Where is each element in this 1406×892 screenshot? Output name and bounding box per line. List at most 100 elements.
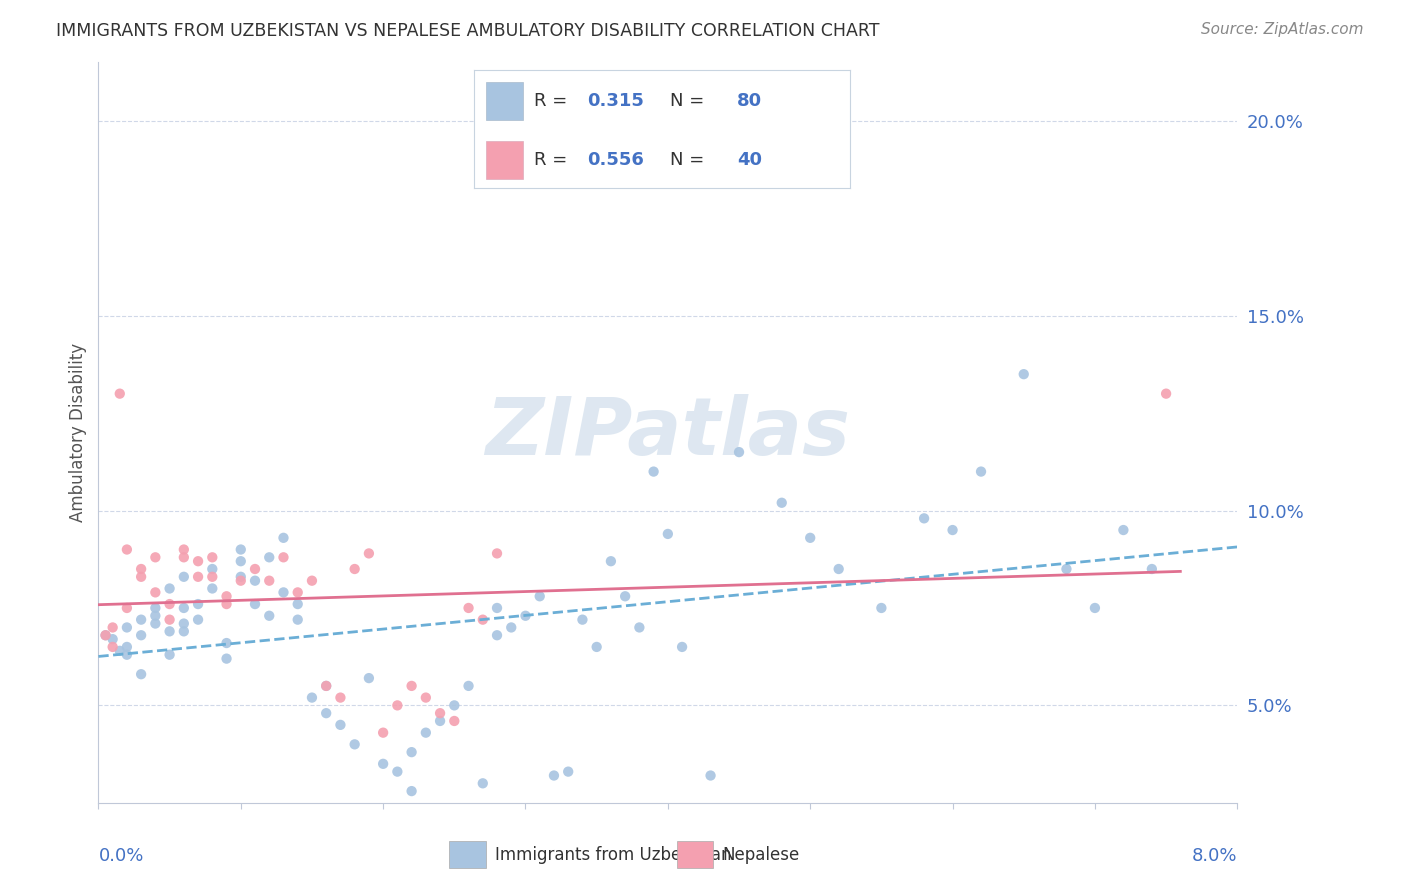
Point [243, 562, 266, 576]
Point [600, 554, 623, 568]
Point [201, 582, 224, 596]
Point [543, 768, 565, 782]
Point [115, 640, 138, 654]
Point [486, 601, 509, 615]
Text: 0.0%: 0.0% [98, 847, 143, 865]
Point [471, 776, 494, 790]
Point [115, 601, 138, 615]
Point [770, 496, 793, 510]
Point [187, 554, 209, 568]
Point [443, 714, 465, 728]
Point [443, 698, 465, 713]
Point [145, 608, 167, 623]
Text: IMMIGRANTS FROM UZBEKISTAN VS NEPALESE AMBULATORY DISABILITY CORRELATION CHART: IMMIGRANTS FROM UZBEKISTAN VS NEPALESE A… [56, 22, 880, 40]
Point [287, 585, 309, 599]
Point [229, 542, 252, 557]
Point [173, 624, 195, 639]
Text: 8.0%: 8.0% [1192, 847, 1237, 865]
Point [145, 585, 167, 599]
Point [173, 570, 195, 584]
Point [387, 764, 409, 779]
Point [187, 570, 209, 584]
Point [912, 511, 935, 525]
Point [173, 542, 195, 557]
Point [173, 616, 195, 631]
Point [259, 574, 281, 588]
Point [942, 523, 965, 537]
Point [215, 597, 238, 611]
Point [699, 768, 721, 782]
Point [201, 550, 224, 565]
Point [315, 706, 337, 721]
Point [557, 764, 579, 779]
Point [215, 589, 238, 603]
Point [501, 620, 523, 634]
Point [101, 640, 124, 654]
Point [115, 620, 138, 634]
Point [870, 601, 893, 615]
Point [115, 542, 138, 557]
Point [243, 574, 266, 588]
Point [145, 601, 167, 615]
Point [401, 745, 423, 759]
Point [1140, 562, 1163, 576]
Point [273, 550, 295, 565]
Point [145, 616, 167, 631]
Text: ZIPatlas: ZIPatlas [485, 393, 851, 472]
Point [628, 620, 651, 634]
Point [187, 613, 209, 627]
Point [315, 679, 337, 693]
Point [486, 628, 509, 642]
Point [643, 465, 665, 479]
Point [415, 690, 437, 705]
Point [457, 601, 479, 615]
Point [571, 613, 593, 627]
Point [287, 613, 309, 627]
Point [129, 613, 152, 627]
Point [614, 589, 637, 603]
Point [387, 698, 409, 713]
Point [457, 679, 479, 693]
Point [273, 585, 295, 599]
Point [357, 546, 380, 560]
Point [259, 550, 281, 565]
Point [828, 562, 851, 576]
Point [401, 679, 423, 693]
Point [159, 597, 181, 611]
Point [94, 628, 117, 642]
Point [429, 714, 451, 728]
Point [529, 589, 551, 603]
Point [1154, 386, 1177, 401]
Point [486, 546, 509, 560]
Point [273, 531, 295, 545]
Point [229, 570, 252, 584]
Point [215, 636, 238, 650]
Point [101, 632, 124, 647]
Point [108, 644, 131, 658]
Point [173, 601, 195, 615]
Point [657, 527, 679, 541]
Point [229, 554, 252, 568]
Point [343, 562, 366, 576]
Point [970, 465, 993, 479]
Point [429, 706, 451, 721]
Point [585, 640, 607, 654]
Point [243, 597, 266, 611]
Point [159, 624, 181, 639]
Point [329, 718, 352, 732]
Point [371, 756, 394, 771]
Point [1056, 562, 1078, 576]
Point [129, 562, 152, 576]
Point [201, 562, 224, 576]
Point [315, 679, 337, 693]
Text: Source: ZipAtlas.com: Source: ZipAtlas.com [1201, 22, 1364, 37]
Point [1084, 601, 1107, 615]
Point [259, 608, 281, 623]
Point [173, 550, 195, 565]
Point [301, 574, 323, 588]
Point [229, 574, 252, 588]
Point [287, 597, 309, 611]
Point [129, 628, 152, 642]
Point [187, 597, 209, 611]
Point [1112, 523, 1135, 537]
